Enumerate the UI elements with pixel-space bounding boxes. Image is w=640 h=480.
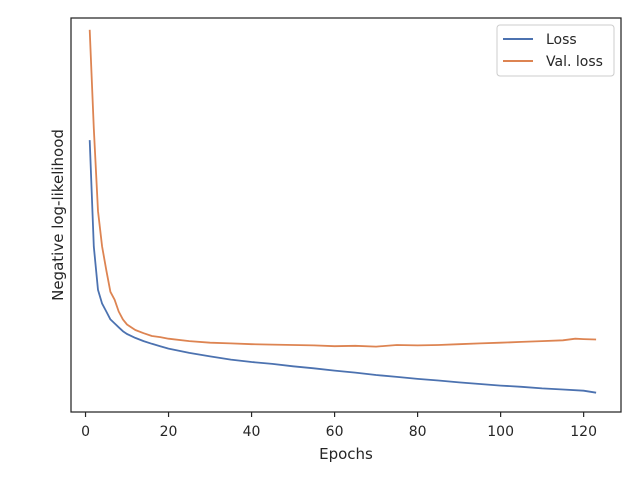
- x-tick-label: 40: [243, 424, 261, 440]
- x-tick-label: 120: [570, 424, 597, 440]
- x-tick-label: 0: [81, 424, 90, 440]
- x-tick-label: 100: [487, 424, 514, 440]
- x-tick-label: 80: [409, 424, 427, 440]
- x-axis-ticks: 0 20 40 60 80 100 120: [81, 412, 597, 440]
- x-axis-label: Epochs: [319, 445, 373, 463]
- legend-label-loss: Loss: [546, 32, 577, 48]
- plot-frame: [70, 17, 622, 413]
- legend: Loss Val. loss: [496, 24, 615, 77]
- x-tick-label: 20: [160, 424, 178, 440]
- series-line-loss: [88, 140, 597, 394]
- x-tick-label: 60: [326, 424, 344, 440]
- legend-box: [496, 24, 615, 77]
- series-layer: [88, 29, 597, 394]
- y-axis-label: Negative log-likelihood: [49, 129, 67, 301]
- series-line-val-loss: [88, 29, 597, 348]
- legend-label-val-loss: Val. loss: [546, 54, 603, 70]
